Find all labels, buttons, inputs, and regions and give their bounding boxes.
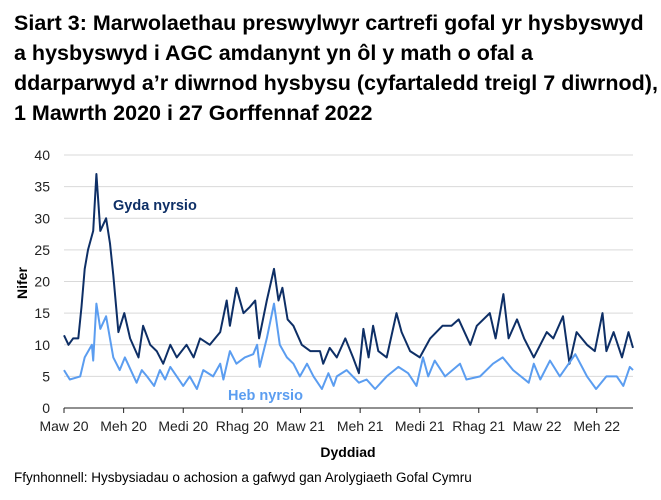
y-tick-label: 35 (34, 179, 50, 195)
x-axis-label: Dyddiad (320, 444, 375, 460)
y-tick-label: 25 (34, 242, 50, 258)
series-line-heb-nyrsio (63, 302, 634, 390)
x-tick-label: Medi 20 (158, 418, 208, 434)
series-lines (63, 173, 634, 390)
x-axis-ticks: Maw 20 Meh 20 Medi 20 Rhag 20 Maw 21 Meh 21 Me… (39, 408, 620, 434)
x-tick-label: Maw 21 (276, 418, 325, 434)
x-tick-label: Maw 20 (39, 418, 88, 434)
x-tick-label: Rhag 21 (452, 418, 505, 434)
chart-title: Siart 3: Marwolaethau preswylwyr cartref… (14, 11, 658, 125)
x-tick-label: Meh 22 (573, 418, 620, 434)
source-note: Ffynhonnell: Hysbysiadau o achosion a ga… (14, 470, 472, 485)
y-tick-label: 15 (34, 305, 50, 321)
x-tick-label: Rhag 20 (216, 418, 269, 434)
y-axis-ticks: 0 5 10 15 20 25 30 35 40 (34, 147, 50, 416)
y-tick-label: 5 (42, 368, 50, 384)
y-axis-label: Nifer (14, 267, 30, 299)
x-tick-label: Meh 20 (100, 418, 147, 434)
series-line-gyda-nyrsio (63, 173, 634, 375)
y-tick-label: 20 (34, 274, 50, 290)
y-tick-label: 30 (34, 210, 50, 226)
x-tick-label: Meh 21 (337, 418, 384, 434)
x-tick-label: Maw 22 (513, 418, 562, 434)
y-tick-label: 0 (42, 400, 50, 416)
y-tick-label: 10 (34, 337, 50, 353)
x-tick-label: Medi 21 (395, 418, 445, 434)
series-label-gyda-nyrsio: Gyda nyrsio (113, 198, 197, 214)
y-tick-label: 40 (34, 147, 50, 163)
series-label-heb-nyrsio: Heb nyrsio (228, 388, 303, 404)
